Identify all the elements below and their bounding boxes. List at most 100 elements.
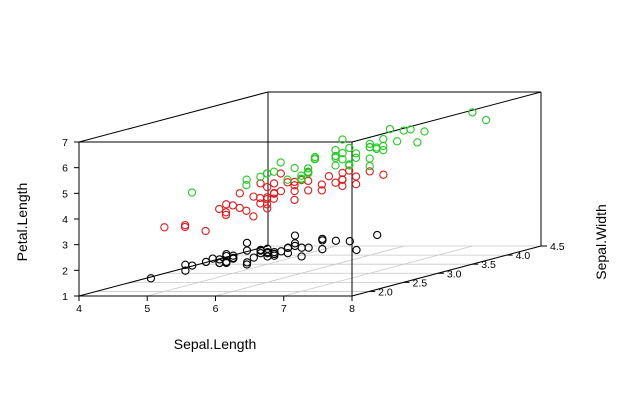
- axis-ticks: 4 5 6 7 8 1 2 3 4 5 6 7 2.0 2.5 3.0 3.5 4.0 4.5: [62, 137, 565, 315]
- data-point: [345, 161, 354, 170]
- data-point: [399, 126, 408, 135]
- data-point: [242, 206, 251, 215]
- data-point: [351, 153, 361, 162]
- data-point: [290, 239, 300, 248]
- data-point: [318, 245, 327, 254]
- data-point: [146, 274, 156, 283]
- box-edge: [351, 91, 542, 143]
- data-point: [290, 231, 300, 240]
- data-point: [317, 180, 326, 189]
- z-tick-label: 6: [62, 163, 68, 175]
- data-point: [318, 236, 327, 245]
- x-tick-label: 6: [213, 303, 219, 315]
- data-point: [290, 186, 299, 196]
- data-point: [221, 208, 231, 217]
- data-point: [242, 175, 251, 184]
- data-point: [242, 238, 252, 248]
- data-point: [180, 222, 190, 232]
- data-point: [304, 243, 313, 252]
- data-point: [249, 212, 258, 221]
- data-point: [269, 179, 279, 188]
- data-point: [331, 236, 341, 245]
- data-point: [351, 149, 361, 158]
- data-point: [413, 138, 422, 147]
- data-point: [269, 188, 279, 198]
- data-point: [215, 258, 224, 268]
- x-axis-label: Sepal.Length: [174, 336, 257, 352]
- data-point: [242, 181, 251, 190]
- y-tick-label: 3.0: [447, 268, 462, 280]
- data-point: [379, 141, 388, 151]
- z-tick-label: 3: [62, 240, 68, 252]
- grid-line-x: [215, 245, 405, 297]
- data-point: [345, 143, 354, 153]
- x-tick-label: 4: [76, 303, 82, 315]
- z-tick-label: 7: [62, 137, 68, 149]
- data-point: [365, 154, 374, 163]
- data-point: [352, 245, 361, 255]
- data-point: [304, 186, 313, 195]
- y-tick-label: 2.5: [413, 277, 428, 289]
- data-point: [249, 253, 258, 262]
- data-point: [228, 201, 238, 210]
- data-point: [365, 167, 374, 176]
- data-point: [338, 175, 347, 184]
- data-point: [283, 249, 293, 258]
- data-point: [338, 135, 347, 144]
- data-point: [283, 243, 293, 252]
- box-edge: [351, 245, 542, 297]
- data-point: [290, 181, 299, 190]
- data-point: [215, 204, 224, 214]
- data-point: [324, 172, 334, 181]
- data-point: [263, 244, 272, 253]
- data-point: [222, 200, 231, 209]
- data-point: [379, 134, 388, 144]
- data-point: [269, 167, 279, 176]
- data-point: [420, 127, 429, 136]
- data-point: [276, 158, 285, 167]
- y-tick-label: 3.5: [481, 259, 496, 271]
- data-point: [201, 226, 210, 236]
- data-point: [283, 175, 292, 184]
- data-point: [297, 175, 306, 184]
- data-point: [365, 139, 374, 149]
- y-tick-label: 4.5: [550, 241, 565, 253]
- data-point: [160, 223, 169, 232]
- y-tick-label: 4.0: [516, 250, 531, 262]
- data-point: [317, 186, 326, 195]
- data-point: [263, 182, 272, 192]
- z-axis-label: Petal.Length: [14, 183, 30, 262]
- data-point: [263, 204, 272, 213]
- x-tick-label: 8: [349, 303, 355, 315]
- data-point: [181, 266, 190, 275]
- data-point: [351, 172, 361, 181]
- data-point: [365, 143, 374, 152]
- data-point: [235, 189, 244, 198]
- data-point: [201, 257, 211, 267]
- data-point: [345, 166, 354, 175]
- data-point: [290, 163, 299, 173]
- data-point: [276, 186, 286, 196]
- grid-line-x: [283, 245, 473, 297]
- data-point: [379, 170, 388, 179]
- y-axis-label: Sepal.Width: [593, 204, 609, 279]
- data-point: [188, 261, 197, 270]
- data-point: [351, 180, 361, 189]
- data-point: [297, 243, 306, 252]
- data-point: [331, 151, 340, 161]
- data-point: [338, 148, 347, 158]
- z-tick-label: 1: [62, 291, 68, 303]
- z-tick-label: 2: [62, 265, 68, 277]
- data-point: [303, 167, 313, 176]
- data-point: [468, 108, 477, 117]
- data-point: [263, 193, 272, 202]
- data-point: [187, 188, 197, 197]
- data-point: [373, 230, 382, 240]
- data-point: [235, 203, 244, 213]
- data-point: [262, 169, 272, 178]
- data-point: [256, 199, 265, 208]
- z-tick-label: 4: [62, 214, 68, 226]
- data-point: [481, 115, 491, 125]
- data-point: [365, 162, 374, 171]
